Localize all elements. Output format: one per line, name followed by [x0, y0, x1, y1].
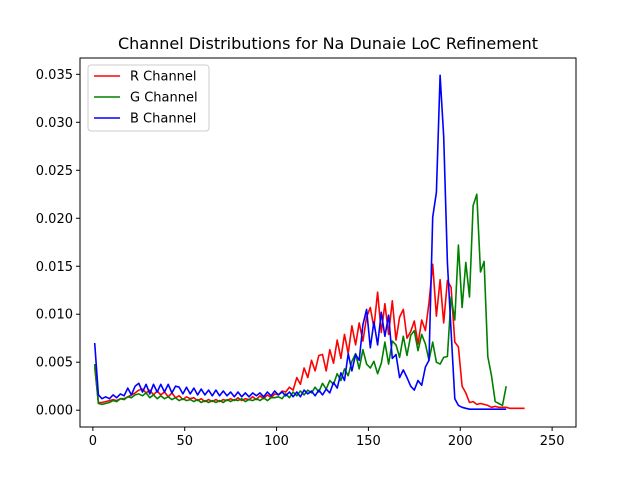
- y-tick-label: 0.035: [36, 68, 73, 83]
- x-tick-label: 50: [176, 434, 193, 449]
- x-tick-label: 0: [89, 434, 97, 449]
- x-tick-label: 250: [540, 434, 565, 449]
- plot-frame: [79, 57, 577, 428]
- y-tick-label: 0.030: [36, 116, 73, 131]
- x-axis: 0 50 100 150 200 250: [89, 427, 565, 449]
- legend: R Channel G Channel B Channel: [87, 64, 210, 132]
- y-tick-label: 0.010: [36, 308, 73, 323]
- x-tick-label: 100: [264, 434, 289, 449]
- b-channel-line: [93, 74, 507, 410]
- x-tick-label: 150: [356, 434, 381, 449]
- y-tick-label: 0.025: [36, 164, 73, 179]
- legend-label-r-channel: R Channel: [130, 70, 197, 85]
- x-tick-label: 200: [448, 434, 473, 449]
- legend-label-b-channel: B Channel: [130, 112, 196, 127]
- legend-box: [87, 64, 210, 132]
- y-axis: 0.000 0.005 0.010 0.015 0.020 0.025 0.030 0.035: [36, 68, 80, 419]
- y-tick-label: 0.015: [36, 260, 73, 275]
- y-tick-label: 0.000: [36, 404, 73, 419]
- y-tick-label: 0.020: [36, 212, 73, 227]
- legend-label-g-channel: G Channel: [130, 91, 198, 106]
- g-channel-line: [93, 193, 507, 407]
- r-channel-line: [93, 263, 525, 410]
- y-tick-label: 0.005: [36, 356, 73, 371]
- chart-title: Channel Distributions for Na Dunaie LoC …: [118, 34, 538, 53]
- series-lines: [93, 74, 525, 410]
